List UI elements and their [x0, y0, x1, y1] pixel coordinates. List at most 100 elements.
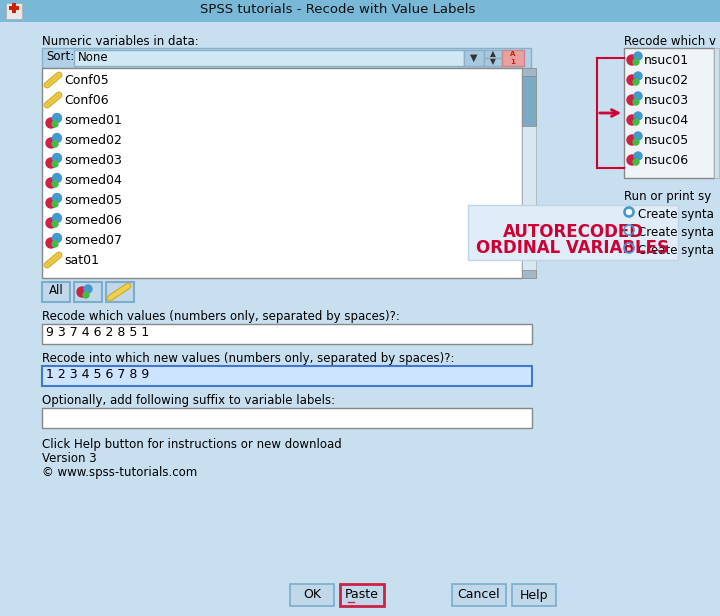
- Circle shape: [46, 178, 56, 188]
- Text: SPSS tutorials - Recode with Value Labels: SPSS tutorials - Recode with Value Label…: [200, 3, 475, 16]
- Circle shape: [633, 119, 639, 125]
- Bar: [74, 282, 102, 302]
- Bar: [340, 584, 384, 606]
- Text: nsuc01: nsuc01: [644, 54, 689, 67]
- Text: somed06: somed06: [64, 214, 122, 227]
- Text: nsuc02: nsuc02: [644, 74, 689, 87]
- Text: Optionally, add following suffix to variable labels:: Optionally, add following suffix to vari…: [42, 394, 335, 407]
- Circle shape: [46, 198, 56, 208]
- Circle shape: [633, 139, 639, 145]
- Text: Cancel: Cancel: [458, 588, 500, 601]
- Bar: [452, 584, 506, 606]
- Circle shape: [634, 132, 642, 140]
- Circle shape: [634, 72, 642, 80]
- Text: 9 3 7 4 6 2 8 5 1: 9 3 7 4 6 2 8 5 1: [46, 326, 149, 339]
- Text: somed04: somed04: [64, 174, 122, 187]
- Text: OK: OK: [303, 588, 321, 601]
- Bar: [468, 205, 678, 260]
- Bar: [42, 68, 522, 278]
- Circle shape: [53, 153, 61, 163]
- Text: Help: Help: [520, 588, 548, 601]
- Text: Click Help button for instructions or new download: Click Help button for instructions or ne…: [42, 438, 342, 451]
- Circle shape: [52, 201, 58, 207]
- Text: Numeric variables in data:: Numeric variables in data:: [42, 35, 199, 48]
- Circle shape: [84, 285, 92, 293]
- Text: None: None: [78, 51, 109, 64]
- Bar: [106, 282, 134, 302]
- Text: Version 3: Version 3: [42, 452, 96, 465]
- Text: somed03: somed03: [64, 154, 122, 167]
- Text: Create synta: Create synta: [638, 226, 714, 239]
- Circle shape: [633, 59, 639, 65]
- Circle shape: [53, 233, 61, 243]
- Bar: [522, 270, 536, 278]
- Circle shape: [624, 207, 634, 217]
- Bar: [714, 48, 719, 178]
- Bar: [74, 50, 464, 66]
- Circle shape: [53, 193, 61, 203]
- Bar: [512, 584, 556, 606]
- Text: Paste: Paste: [345, 588, 379, 601]
- Circle shape: [46, 218, 56, 228]
- Circle shape: [627, 75, 637, 85]
- Text: nsuc05: nsuc05: [644, 134, 689, 147]
- Text: ORDINAL VARIABLES: ORDINAL VARIABLES: [477, 239, 670, 257]
- Bar: [12, 3, 16, 13]
- Text: somed05: somed05: [64, 194, 122, 207]
- Text: Run or print sy: Run or print sy: [624, 190, 711, 203]
- Text: © www.spss-tutorials.com: © www.spss-tutorials.com: [42, 466, 197, 479]
- Circle shape: [52, 121, 58, 127]
- Bar: [42, 324, 532, 344]
- Circle shape: [52, 141, 58, 147]
- Circle shape: [634, 52, 642, 60]
- Text: ▼: ▼: [470, 53, 478, 63]
- Circle shape: [52, 221, 58, 227]
- Circle shape: [46, 158, 56, 168]
- Circle shape: [53, 113, 61, 123]
- Text: Sort:: Sort:: [46, 50, 74, 63]
- Circle shape: [633, 159, 639, 165]
- Text: nsuc04: nsuc04: [644, 114, 689, 127]
- Text: Recode which values (numbers only, separated by spaces)?:: Recode which values (numbers only, separ…: [42, 310, 400, 323]
- Circle shape: [634, 152, 642, 160]
- Text: 1 2 3 4 5 6 7 8 9: 1 2 3 4 5 6 7 8 9: [46, 368, 149, 381]
- Bar: [290, 584, 334, 606]
- Text: Conf05: Conf05: [64, 74, 109, 87]
- Circle shape: [627, 95, 637, 105]
- Circle shape: [46, 118, 56, 128]
- Text: Conf06: Conf06: [64, 94, 109, 107]
- Text: somed02: somed02: [64, 134, 122, 147]
- Circle shape: [46, 138, 56, 148]
- Text: somed01: somed01: [64, 114, 122, 127]
- Circle shape: [77, 287, 87, 297]
- Text: ▼: ▼: [490, 57, 496, 67]
- Circle shape: [627, 55, 637, 65]
- Text: All: All: [49, 284, 63, 297]
- Circle shape: [53, 134, 61, 142]
- Circle shape: [52, 161, 58, 167]
- Bar: [502, 50, 524, 66]
- Circle shape: [83, 292, 89, 298]
- Text: Recode which v: Recode which v: [624, 35, 716, 48]
- Bar: [522, 68, 536, 76]
- Bar: [42, 366, 532, 386]
- Text: Create synta: Create synta: [638, 244, 714, 257]
- Circle shape: [46, 238, 56, 248]
- Circle shape: [52, 241, 58, 247]
- Text: sat01: sat01: [64, 254, 99, 267]
- Bar: [484, 50, 502, 58]
- Bar: [42, 48, 531, 68]
- Bar: [42, 408, 532, 428]
- Text: Create synta: Create synta: [638, 208, 714, 221]
- Text: A
1: A 1: [510, 52, 516, 65]
- Circle shape: [627, 115, 637, 125]
- Text: somed07: somed07: [64, 234, 122, 247]
- Circle shape: [627, 135, 637, 145]
- Bar: [464, 50, 484, 66]
- Text: AUTORECODED: AUTORECODED: [503, 223, 644, 241]
- Circle shape: [634, 92, 642, 100]
- Bar: [42, 282, 70, 302]
- Circle shape: [53, 214, 61, 222]
- Bar: [6, 3, 22, 19]
- Bar: [9, 6, 19, 10]
